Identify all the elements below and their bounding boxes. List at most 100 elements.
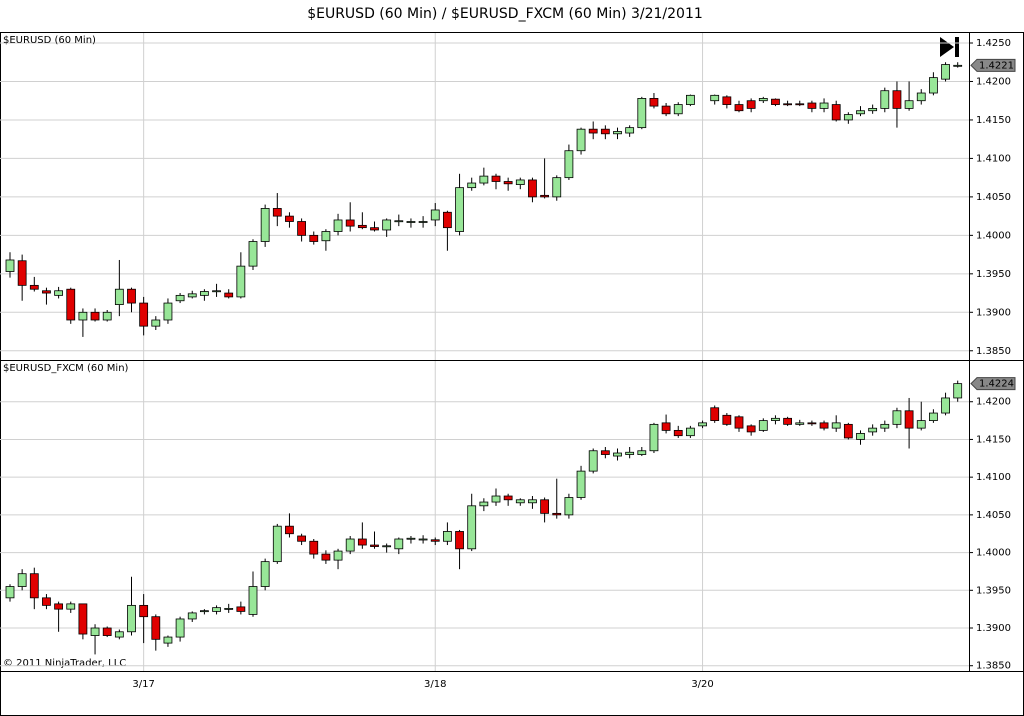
candle-body — [248, 241, 258, 267]
candle-body — [758, 98, 768, 102]
candle-body — [345, 219, 355, 227]
candle-body — [260, 561, 270, 587]
y-tick-label: 1.3950 — [976, 269, 1011, 280]
candle-body — [588, 450, 598, 472]
candle-body — [661, 105, 671, 115]
end-bar-icon[interactable] — [955, 37, 959, 57]
y-tick-label: 1.4050 — [976, 192, 1011, 203]
candle-body — [175, 618, 185, 638]
candle-body — [795, 103, 805, 106]
candle-body — [916, 92, 926, 102]
candle-body — [686, 427, 695, 437]
y-tick-label: 1.4050 — [976, 510, 1011, 521]
candle-body — [333, 550, 343, 561]
candle-body — [212, 607, 221, 612]
candle-body — [710, 94, 720, 102]
candle-body — [746, 100, 756, 109]
panel-label: $EURUSD_FXCM (60 Min) — [3, 363, 129, 374]
candle-body — [66, 603, 76, 610]
candle-body — [929, 77, 938, 94]
candle-body — [552, 512, 562, 516]
candle-body — [734, 104, 744, 112]
candle-body — [455, 187, 464, 232]
y-tick-label: 1.3900 — [976, 307, 1011, 318]
candle-body — [892, 410, 902, 425]
candle-body — [102, 311, 112, 321]
candle-body — [564, 497, 574, 516]
candle-body — [42, 290, 51, 294]
candle-body — [382, 545, 392, 548]
candle-body — [710, 407, 720, 421]
candle-body — [698, 422, 707, 427]
candle-body — [503, 495, 513, 501]
candle-body — [540, 194, 549, 198]
candle-body — [224, 292, 234, 298]
candle-body — [479, 175, 489, 184]
candle-body — [467, 505, 477, 550]
candle-body — [236, 606, 246, 612]
candle-body — [442, 531, 452, 542]
candle-body — [625, 127, 635, 134]
candle-body — [843, 114, 853, 121]
candle-body — [491, 175, 501, 182]
candle-body — [78, 603, 88, 635]
candle-body — [321, 231, 331, 242]
x-tick-label: 3/20 — [691, 679, 713, 690]
last-price-tag — [970, 58, 1016, 72]
candle-body — [5, 259, 15, 272]
candle-body — [771, 98, 780, 105]
play-icon[interactable] — [940, 37, 954, 57]
copyright: © 2011 NinjaTrader, LLC — [3, 658, 126, 669]
candle-body — [953, 383, 963, 399]
candle-body — [285, 525, 294, 535]
candle-body — [600, 128, 610, 135]
candle-body — [78, 311, 88, 321]
candle-body — [880, 423, 890, 429]
candle-body — [418, 221, 428, 223]
candle-body — [491, 495, 501, 503]
last-price-label: 1.4224 — [979, 379, 1014, 390]
candle-body — [722, 96, 732, 105]
candle-body — [430, 209, 440, 221]
candle-body — [868, 108, 878, 112]
candle-body — [771, 417, 780, 421]
candle-body — [868, 427, 878, 433]
candle-body — [430, 539, 440, 542]
candle-body — [528, 499, 537, 504]
candle-body — [406, 537, 416, 540]
candle-body — [831, 422, 841, 429]
candle-body — [613, 452, 622, 457]
x-tick-label: 3/18 — [424, 679, 446, 690]
candle-body — [649, 98, 659, 107]
candle-body — [114, 631, 124, 638]
candle-body — [357, 538, 367, 546]
candle-body — [382, 219, 392, 231]
candle-body — [856, 110, 865, 115]
candle-body — [357, 224, 367, 229]
candle-body — [248, 586, 258, 615]
chart-title: $EURUSD (60 Min) / $EURUSD_FXCM (60 Min)… — [307, 6, 703, 22]
candle-body — [722, 414, 732, 425]
candle-body — [114, 288, 124, 306]
y-tick-label: 1.4150 — [976, 115, 1011, 126]
scroll-end-icon[interactable] — [940, 37, 959, 57]
candle-body — [819, 422, 829, 429]
candle-body — [175, 294, 185, 302]
candle-body — [892, 90, 902, 109]
candle-body — [528, 179, 537, 198]
candle-body — [236, 265, 246, 298]
candle-body — [856, 433, 865, 440]
candle-body — [552, 177, 562, 198]
candle-body — [831, 104, 841, 121]
candle-body — [467, 182, 477, 189]
candle-body — [17, 260, 27, 286]
candle-body — [151, 319, 161, 327]
candle-body — [90, 627, 100, 636]
candle-body — [661, 422, 671, 431]
last-price-tag — [970, 377, 1016, 391]
candle-body — [795, 422, 805, 425]
candle-body — [613, 131, 622, 135]
candle-body — [929, 412, 938, 421]
candle-body — [576, 128, 586, 152]
candle-body — [297, 535, 307, 542]
